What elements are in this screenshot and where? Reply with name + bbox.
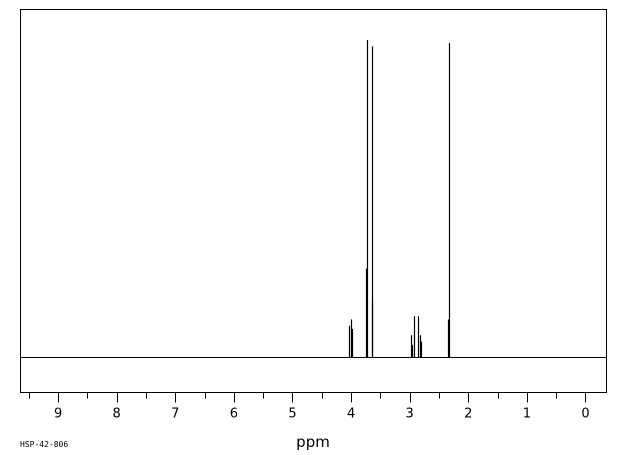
tick-label-9: 9	[54, 407, 62, 422]
tick-label-5: 5	[288, 407, 296, 422]
tick-label-7: 7	[171, 407, 179, 422]
x-axis-label: ppm	[296, 433, 330, 451]
tick-label-8: 8	[113, 407, 121, 422]
tick-label-2: 2	[464, 407, 472, 422]
spectrum-peaks	[348, 40, 451, 358]
tick-label-3: 3	[406, 407, 414, 422]
x-axis-ticks: 9 8 7 6 5 4 3 2 1 0	[29, 392, 590, 422]
plot-frame	[20, 9, 607, 393]
tick-label-6: 6	[230, 407, 238, 422]
tick-label-1: 1	[523, 407, 531, 422]
tick-label-4: 4	[347, 407, 355, 422]
spectrum-code-label: HSP-42-806	[20, 440, 68, 449]
tick-label-0: 0	[581, 407, 589, 422]
